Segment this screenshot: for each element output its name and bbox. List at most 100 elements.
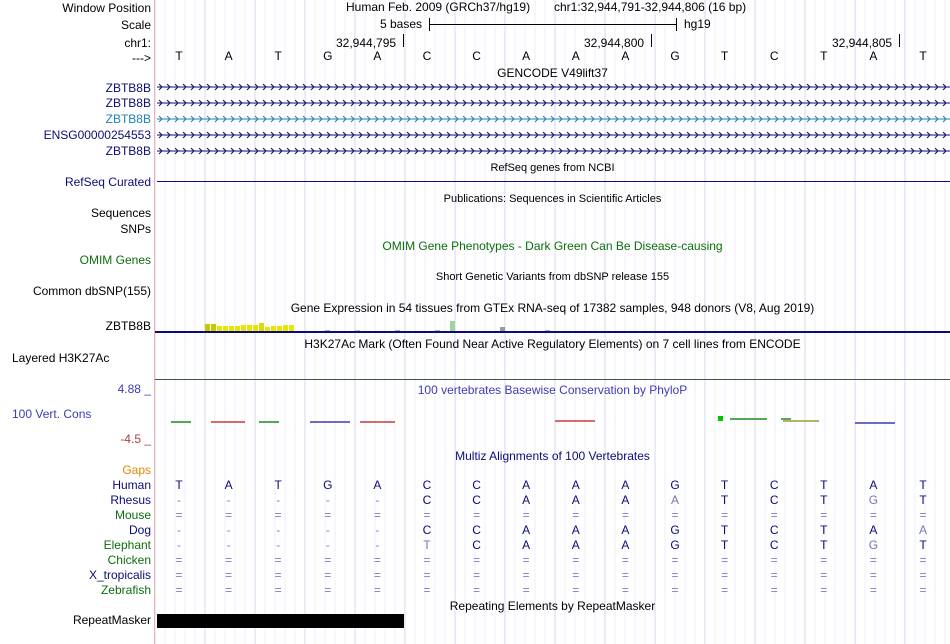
snps-label[interactable]: SNPs [120,222,151,236]
alignment-base: = [373,553,381,567]
alignment-base: A [571,478,580,492]
species-label-zebrafish[interactable]: Zebrafish [100,583,151,597]
sequence-base: T [175,49,183,63]
omim-label[interactable]: OMIM Genes [79,253,151,267]
alignment-base: = [274,553,282,567]
publications-label[interactable]: Sequences [90,206,151,220]
alignment-base: = [572,553,580,567]
alignment-base: = [572,568,580,582]
gtex-bar [545,330,550,331]
gencode-label-3[interactable]: ZBTB8B [105,112,151,126]
refseq-label[interactable]: RefSeq Curated [64,175,151,189]
sequence-base: G [323,49,333,63]
gtex-bar [289,325,294,331]
alignment-base: G [670,478,680,492]
sequence-base: A [522,49,531,63]
alignment-base: = [225,508,233,522]
gencode-label-2[interactable]: ZBTB8B [105,96,151,110]
track-image-panel[interactable]: Human Feb. 2009 (GRCh37/hg19) chr1:32,94… [155,0,950,644]
alignment-base: = [919,553,927,567]
gtex-bar [211,324,216,331]
coord-tick-mark-2 [651,34,652,47]
alignment-base: A [522,493,531,507]
alignment-base: C [769,538,779,552]
alignment-base: - [325,493,330,507]
repeatmasker-feature[interactable] [157,614,404,628]
alignment-base: = [919,508,927,522]
alignment-base: = [175,583,183,597]
gencode-label-4[interactable]: ENSG00000254553 [43,128,151,142]
sequence-base: T [720,49,729,63]
gtex-bargraph[interactable] [155,316,950,334]
alignment-base: = [919,568,927,582]
scale-db-label: hg19 [684,17,711,31]
alignment-base: = [572,583,580,597]
cons-label[interactable]: 100 Vert. Cons [12,407,92,421]
alignment-base: G [868,538,879,552]
h3k27ac-label[interactable]: Layered H3K27Ac [12,351,110,365]
alignment-base: C [472,493,481,507]
position-text: chr1:32,944,791-32,944,806 (16 bp) [554,0,747,14]
gtex-bar [325,330,330,331]
alignment-base: = [175,508,183,522]
alignment-base: T [175,478,183,492]
alignment-base: = [671,553,679,567]
refseq-feature-line[interactable] [157,181,950,182]
sequence-base: A [869,49,878,63]
alignment-base: = [770,583,778,597]
alignment-base: = [869,508,877,522]
alignment-base: T [820,493,828,507]
alignment-row-x_tropicalis[interactable]: = = = = = = = = = = = = = = = = [155,568,950,582]
gencode-features[interactable] [155,80,950,160]
alignment-base: = [423,508,431,522]
alignment-base: C [472,478,481,492]
alignment-base: = [721,583,729,597]
alignment-base: G [670,523,680,537]
alignment-base: A [522,538,531,552]
species-label-dog[interactable]: Dog [128,523,151,537]
alignment-row-chicken[interactable]: = = = = = = = = = = = = = = = = [155,553,950,567]
species-label-elephant[interactable]: Elephant [103,538,151,552]
alignment-base: - [177,493,181,507]
alignment-base: T [820,478,828,492]
alignment-base: A [522,523,531,537]
coord-tick-1: 32,944,795 [336,36,397,50]
alignment-base: = [522,568,530,582]
alignment-base: = [324,583,332,597]
gtex-label[interactable]: ZBTB8B [105,319,151,333]
alignment-base: - [325,523,330,537]
cons-wiggle[interactable] [155,412,950,432]
alignment-base: - [276,493,281,507]
alignment-row-mouse[interactable]: = = = = = = = = = = = = = = = = [155,508,950,522]
species-label-chicken[interactable]: Chicken [107,553,151,567]
alignment-base: A [670,493,679,507]
alignment-base: = [522,583,530,597]
h3k27ac-title: H3K27Ac Mark (Often Found Near Active Re… [304,337,801,351]
cons-min-label: -4.5 _ [120,432,151,446]
gtex-bar [265,327,270,331]
sequence-base: T [820,49,828,63]
alignment-base: = [522,553,530,567]
gencode-label-1[interactable]: ZBTB8B [105,81,151,95]
strand-arrow-label: ---> [132,51,151,65]
sequence-base: A [224,49,233,63]
alignment-row-zebrafish[interactable]: = = = = = = = = = = = = = = = = [155,583,950,597]
species-label-mouse[interactable]: Mouse [114,508,151,522]
gtex-bar [205,324,210,331]
repeatmasker-label[interactable]: RepeatMasker [72,613,151,627]
species-label-human[interactable]: Human [112,478,151,492]
species-label-rhesus[interactable]: Rhesus [110,493,151,507]
alignment-base: = [671,583,679,597]
gencode-label-5[interactable]: ZBTB8B [105,144,151,158]
cons-max-label: 4.88 _ [117,382,151,396]
alignment-base: A [571,493,580,507]
coord-tick-mark-1 [403,34,404,47]
gaps-label[interactable]: Gaps [122,463,151,477]
dbsnp-label[interactable]: Common dbSNP(155) [32,284,151,298]
alignment-base: = [770,568,778,582]
species-label-x_tropicalis[interactable]: X_tropicalis [88,568,151,582]
